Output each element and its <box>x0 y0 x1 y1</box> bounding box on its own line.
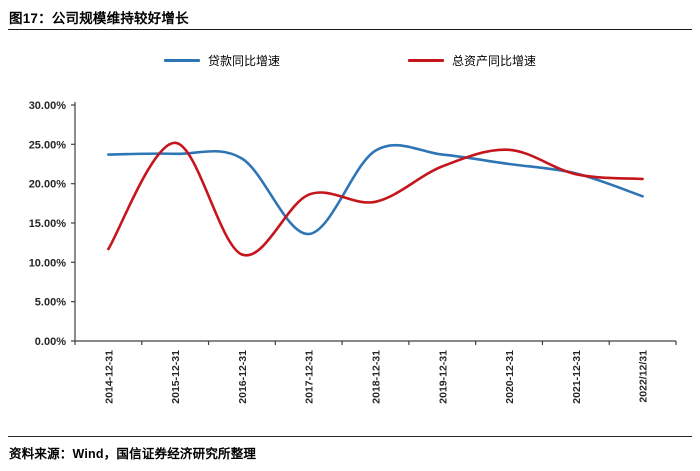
title-divider <box>8 29 692 30</box>
footer-divider <box>8 436 692 437</box>
axes-lines <box>74 102 676 342</box>
x-tick-label: 2021-12-31 <box>571 350 583 404</box>
y-tick-label: 0.00% <box>35 336 66 348</box>
legend-item-1: 总资产同比增速 <box>408 52 536 69</box>
legend-label: 总资产同比增速 <box>452 53 537 68</box>
x-tick-label: 2015-12-31 <box>170 350 182 404</box>
x-tick-label: 2017-12-31 <box>304 350 316 404</box>
legend-line-swatch <box>408 58 444 62</box>
x-tick-label: 2016-12-31 <box>237 350 249 404</box>
chart-legend: 贷款同比增速 总资产同比增速 <box>0 50 700 70</box>
line-chart: 0.00% 5.00% 10.00% 15.00% 20.00% 25.00% 30.00%… <box>29 100 677 404</box>
legend-item-0: 贷款同比增速 <box>163 52 280 69</box>
legend-line-swatch <box>163 58 200 62</box>
series-line-1 <box>107 141 644 257</box>
source-note: 资料来源：Wind，国信证券经济研究所整理 <box>9 447 257 461</box>
x-tick-label: 2020-12-31 <box>504 350 516 404</box>
y-tick-label: 15.00% <box>29 218 67 230</box>
x-tick-label: 2018-12-31 <box>371 350 383 404</box>
x-tick-label: 2022/12/31 <box>638 350 650 403</box>
x-tick-label: 2014-12-31 <box>103 350 115 404</box>
legend-label: 贷款同比增速 <box>207 53 280 68</box>
figure-title: 图17：公司规模维持较好增长 <box>9 11 189 26</box>
y-tick-label: 10.00% <box>29 257 67 269</box>
y-tick-label: 30.00% <box>29 100 67 112</box>
x-tick-label: 2019-12-31 <box>437 350 449 404</box>
y-tick-label: 5.00% <box>35 297 66 309</box>
y-tick-label: 20.00% <box>29 179 67 191</box>
series-line-0 <box>107 143 644 236</box>
y-tick-label: 25.00% <box>29 139 67 151</box>
